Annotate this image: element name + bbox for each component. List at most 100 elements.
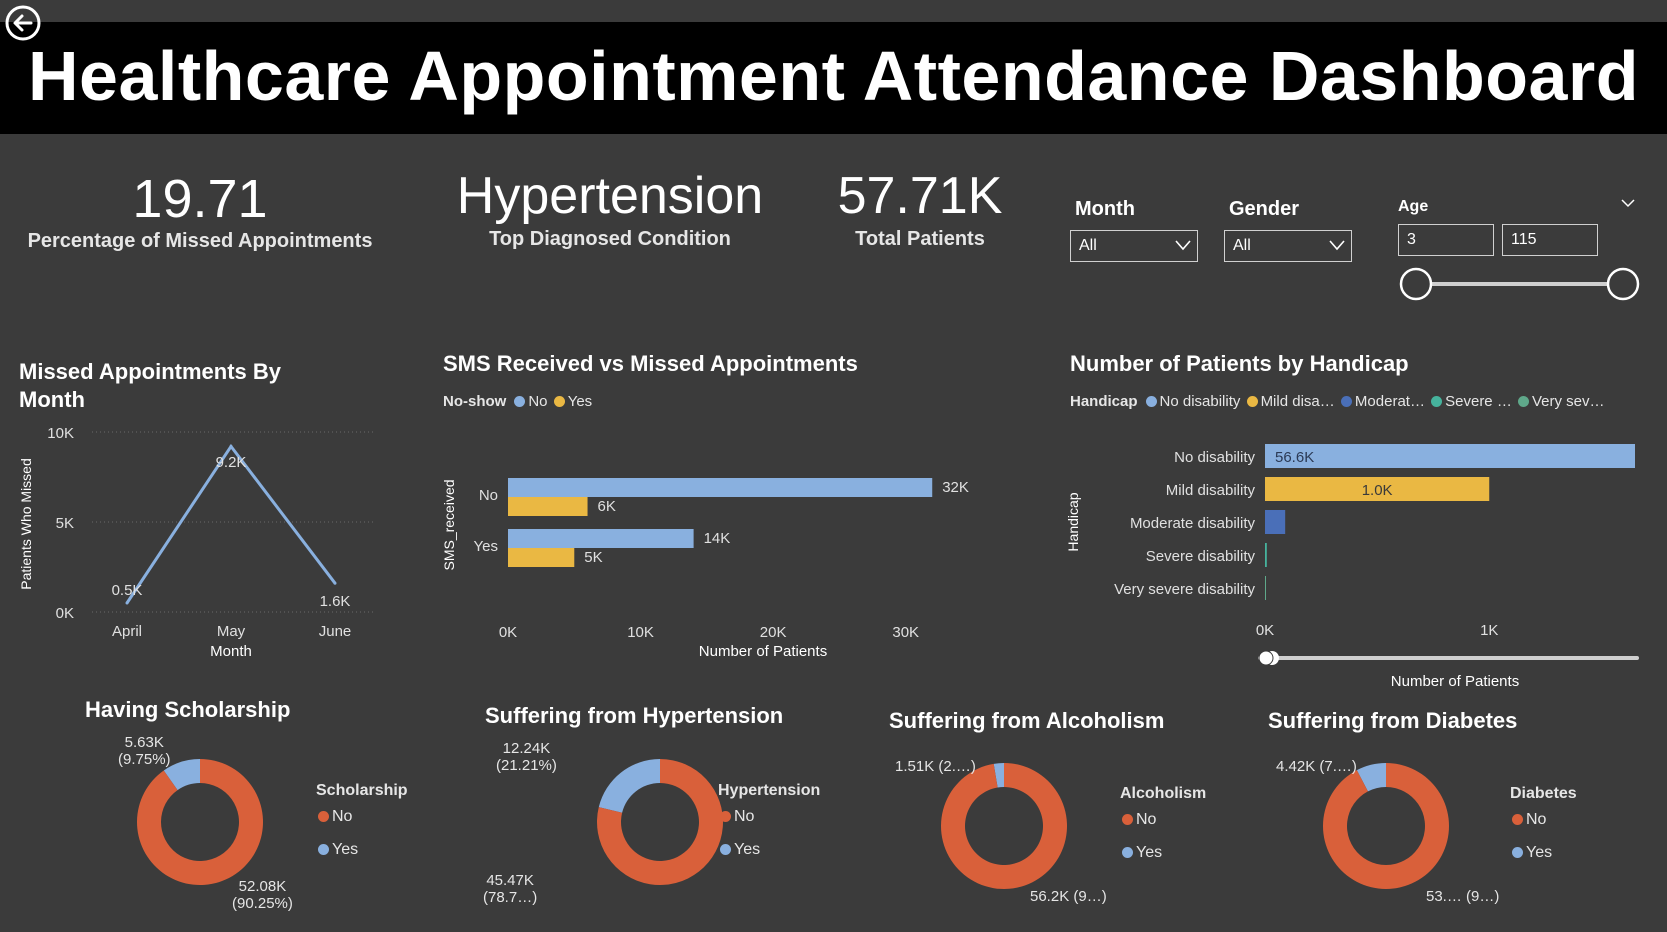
legend-dot — [318, 811, 329, 822]
donut-data-label: 4.42K (7.…) — [1276, 758, 1357, 775]
legend-label: No — [734, 808, 755, 825]
month-filter-title: Month — [1075, 198, 1135, 220]
donut-data-label: 1.51K (2.…) — [895, 758, 976, 775]
bar — [508, 478, 933, 497]
y-tick-label: Very severe disability — [1114, 581, 1255, 598]
age-range-slider[interactable] — [1398, 266, 1643, 302]
line-chart-title: Missed Appointments By Month — [19, 359, 281, 412]
donut-data-label: 52.08K (90.25%) — [232, 878, 293, 912]
top-bar — [0, 0, 1667, 22]
y-tick-label: 0K — [56, 605, 74, 622]
legend-label: No — [332, 808, 353, 825]
back-arrow-icon[interactable] — [4, 4, 42, 42]
kpi-top-condition-value: Hypertension — [456, 167, 764, 225]
legend-dot — [720, 844, 731, 855]
donut-chart — [137, 759, 263, 885]
kpi-top-condition-label: Top Diagnosed Condition — [489, 228, 731, 250]
legend-label: Yes — [1136, 844, 1163, 861]
legend-dot — [318, 844, 329, 855]
donut-slice-yes — [1356, 763, 1386, 792]
legend-label: Yes — [332, 841, 359, 858]
y-tick-label: No disability — [1174, 449, 1255, 466]
chevron-down-icon — [1175, 240, 1191, 251]
sms-vs-missed-bar-chart: No 32K 6K Yes 14K 5K 0K 10K 20K 30K Number of Pati… — [441, 478, 969, 660]
legend-dot — [1145, 396, 1157, 407]
donut-legend-item: Yes — [1510, 844, 1552, 862]
month-dropdown[interactable]: All — [1070, 230, 1198, 262]
legend-dot — [1246, 396, 1258, 407]
handicap-legend-item: Mild disa… — [1260, 393, 1335, 410]
legend-dot — [1512, 814, 1523, 825]
sms-legend-yes: Yes — [567, 393, 593, 410]
legend-dot — [1518, 396, 1529, 407]
x-tick-label: June — [319, 623, 352, 640]
legend-dot — [553, 396, 565, 407]
gender-dropdown-value: All — [1233, 237, 1251, 254]
donut-slice-no — [597, 759, 723, 885]
x-tick-label: 1K — [1480, 622, 1498, 639]
donut-legend-title: Scholarship — [316, 782, 408, 799]
x-tick-label: 30K — [892, 624, 919, 641]
bar — [508, 497, 588, 516]
donut-chart — [1323, 763, 1449, 889]
legend-label: No — [1136, 811, 1157, 828]
x-tick-label: 0K — [499, 624, 517, 641]
y-tick-label: Severe disability — [1146, 548, 1256, 565]
line-point — [229, 444, 233, 448]
data-label: 14K — [704, 530, 731, 547]
donut-slice-no — [1323, 763, 1449, 889]
gender-dropdown[interactable]: All — [1224, 230, 1352, 262]
donut-title: Having Scholarship — [85, 697, 291, 722]
donut-slice-no — [941, 763, 1067, 889]
data-label: 32K — [942, 479, 969, 496]
handicap-legend-item: Very sev… — [1532, 393, 1605, 410]
donut-legend-item: Yes — [718, 841, 760, 859]
donut-data-label: 12.24K (21.21%) — [496, 740, 557, 774]
x-tick-label: 10K — [627, 624, 654, 641]
header-bar — [0, 22, 1667, 134]
y-tick-label: 10K — [47, 425, 74, 442]
donut-legend-item: No — [316, 808, 352, 826]
donut-chart — [941, 763, 1067, 889]
data-label: 9.2K — [216, 454, 247, 471]
y-tick-label: Moderate disability — [1130, 515, 1256, 532]
donut-legend-item: No — [1510, 811, 1546, 829]
y-axis-title: Handicap — [1065, 492, 1081, 551]
sms-chart-title: SMS Received vs Missed Appointments — [443, 351, 858, 376]
x-axis-title: Month — [210, 643, 252, 660]
legend-label: No — [1526, 811, 1547, 828]
data-label: 1.0K — [1362, 482, 1393, 499]
bar — [508, 529, 694, 548]
chevron-down-icon[interactable] — [1621, 198, 1635, 208]
handicap-chart-title: Number of Patients by Handicap — [1070, 351, 1409, 376]
missed-by-month-line-chart: 0K 5K 10K 0.5K 9.2K 1.6K April May June Month Pati… — [18, 425, 375, 660]
y-axis-title: Patients Who Missed — [18, 458, 34, 590]
data-label: 1.6K — [320, 593, 351, 610]
donut-legend-title: Diabetes — [1510, 785, 1577, 802]
donut-chart — [597, 759, 723, 885]
donut-data-label: 5.63K (9.75%) — [118, 734, 171, 768]
y-tick-label: No — [479, 487, 498, 504]
donut-title: Suffering from Diabetes — [1268, 708, 1518, 733]
donut-legend-item: No — [718, 808, 754, 826]
legend-dot — [1122, 814, 1133, 825]
donut-legend-title: Hypertension — [718, 782, 821, 799]
donut-slice-yes — [993, 763, 1004, 788]
age-max-input[interactable]: 115 — [1502, 224, 1598, 256]
donut-slice-yes — [163, 759, 200, 791]
kpi-total-patients-label: Total Patients — [855, 228, 985, 250]
legend-label: Yes — [734, 841, 761, 858]
age-slider-min-handle[interactable] — [1399, 267, 1433, 301]
age-min-input[interactable]: 3 — [1398, 224, 1494, 256]
data-label: 56.6K — [1275, 449, 1314, 466]
y-tick-label: 5K — [56, 515, 74, 532]
age-slider-max-handle[interactable] — [1606, 267, 1640, 301]
handicap-legend-item: No disability — [1159, 393, 1241, 410]
legend-dot — [1340, 396, 1352, 407]
legend-label: Yes — [1526, 844, 1553, 861]
bar — [1265, 510, 1286, 534]
data-label: 6K — [598, 498, 616, 515]
y-axis-title: SMS_received — [441, 479, 457, 570]
x-axis-title: Number of Patients — [1391, 673, 1519, 690]
bar — [1265, 576, 1266, 600]
